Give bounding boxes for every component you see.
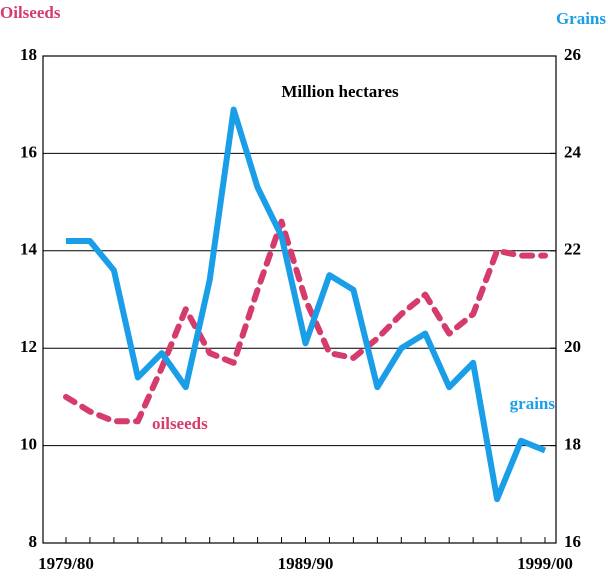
line-grains [66, 106, 547, 503]
x-tick-label: 1999/00 [517, 554, 573, 573]
line-oilseeds [63, 218, 548, 425]
y-tick-label: 12 [20, 337, 37, 356]
annotation: Million hectares [281, 82, 399, 101]
y-tick-label: 14 [20, 240, 38, 259]
series-label: grains [510, 394, 556, 413]
y2-tick-label: 22 [564, 240, 581, 259]
y2-tick-label: 24 [564, 142, 582, 161]
y2-tick-label: 16 [564, 532, 581, 551]
y2-axis-title: Grains [556, 9, 606, 28]
y2-tick-label: 20 [564, 337, 581, 356]
y-tick-label: 16 [20, 142, 37, 161]
y-tick-label: 10 [20, 435, 37, 454]
y2-tick-label: 26 [564, 45, 581, 64]
y-tick-label: 8 [29, 532, 38, 551]
series-label: oilseeds [152, 414, 208, 433]
x-tick-label: 1979/80 [38, 554, 94, 573]
x-tick-label: 1989/90 [278, 554, 334, 573]
y2-tick-label: 18 [564, 435, 581, 454]
y-axis-title: Oilseeds [0, 3, 61, 22]
y-tick-label: 18 [20, 45, 37, 64]
